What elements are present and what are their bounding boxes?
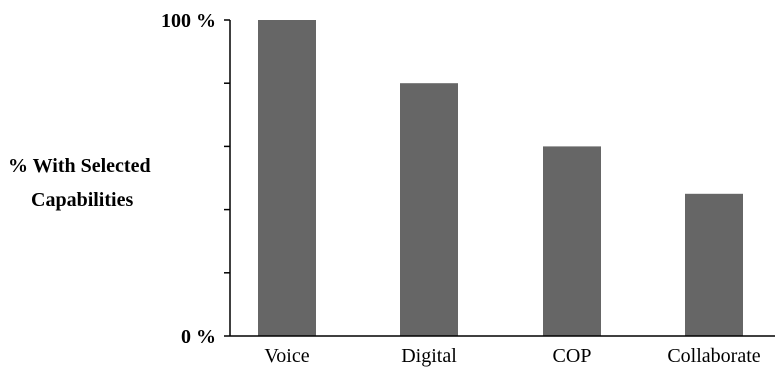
y-tick-label-100: 100 %	[161, 10, 216, 32]
axes	[229, 20, 775, 337]
y-axis-title-line-2: Capabilities	[31, 189, 133, 211]
x-tick-label-collaborate: Collaborate	[667, 345, 760, 367]
bars	[258, 20, 743, 336]
bar-digital	[400, 83, 458, 336]
x-tick-label-digital: Digital	[401, 345, 457, 367]
y-axis-title-line-1: % With Selected	[8, 155, 151, 177]
y-ticks: 0 % 100 %	[161, 10, 230, 348]
y-tick-label-0: 0 %	[181, 326, 216, 348]
y-axis-title: % With Selected Capabilities	[8, 155, 151, 211]
bar-cop	[543, 146, 601, 336]
x-tick-labels: Voice Digital COP Collaborate	[264, 345, 760, 367]
bar-voice	[258, 20, 316, 336]
bar-collaborate	[685, 193, 743, 336]
x-tick-label-cop: COP	[553, 345, 592, 367]
x-tick-label-voice: Voice	[264, 345, 309, 367]
